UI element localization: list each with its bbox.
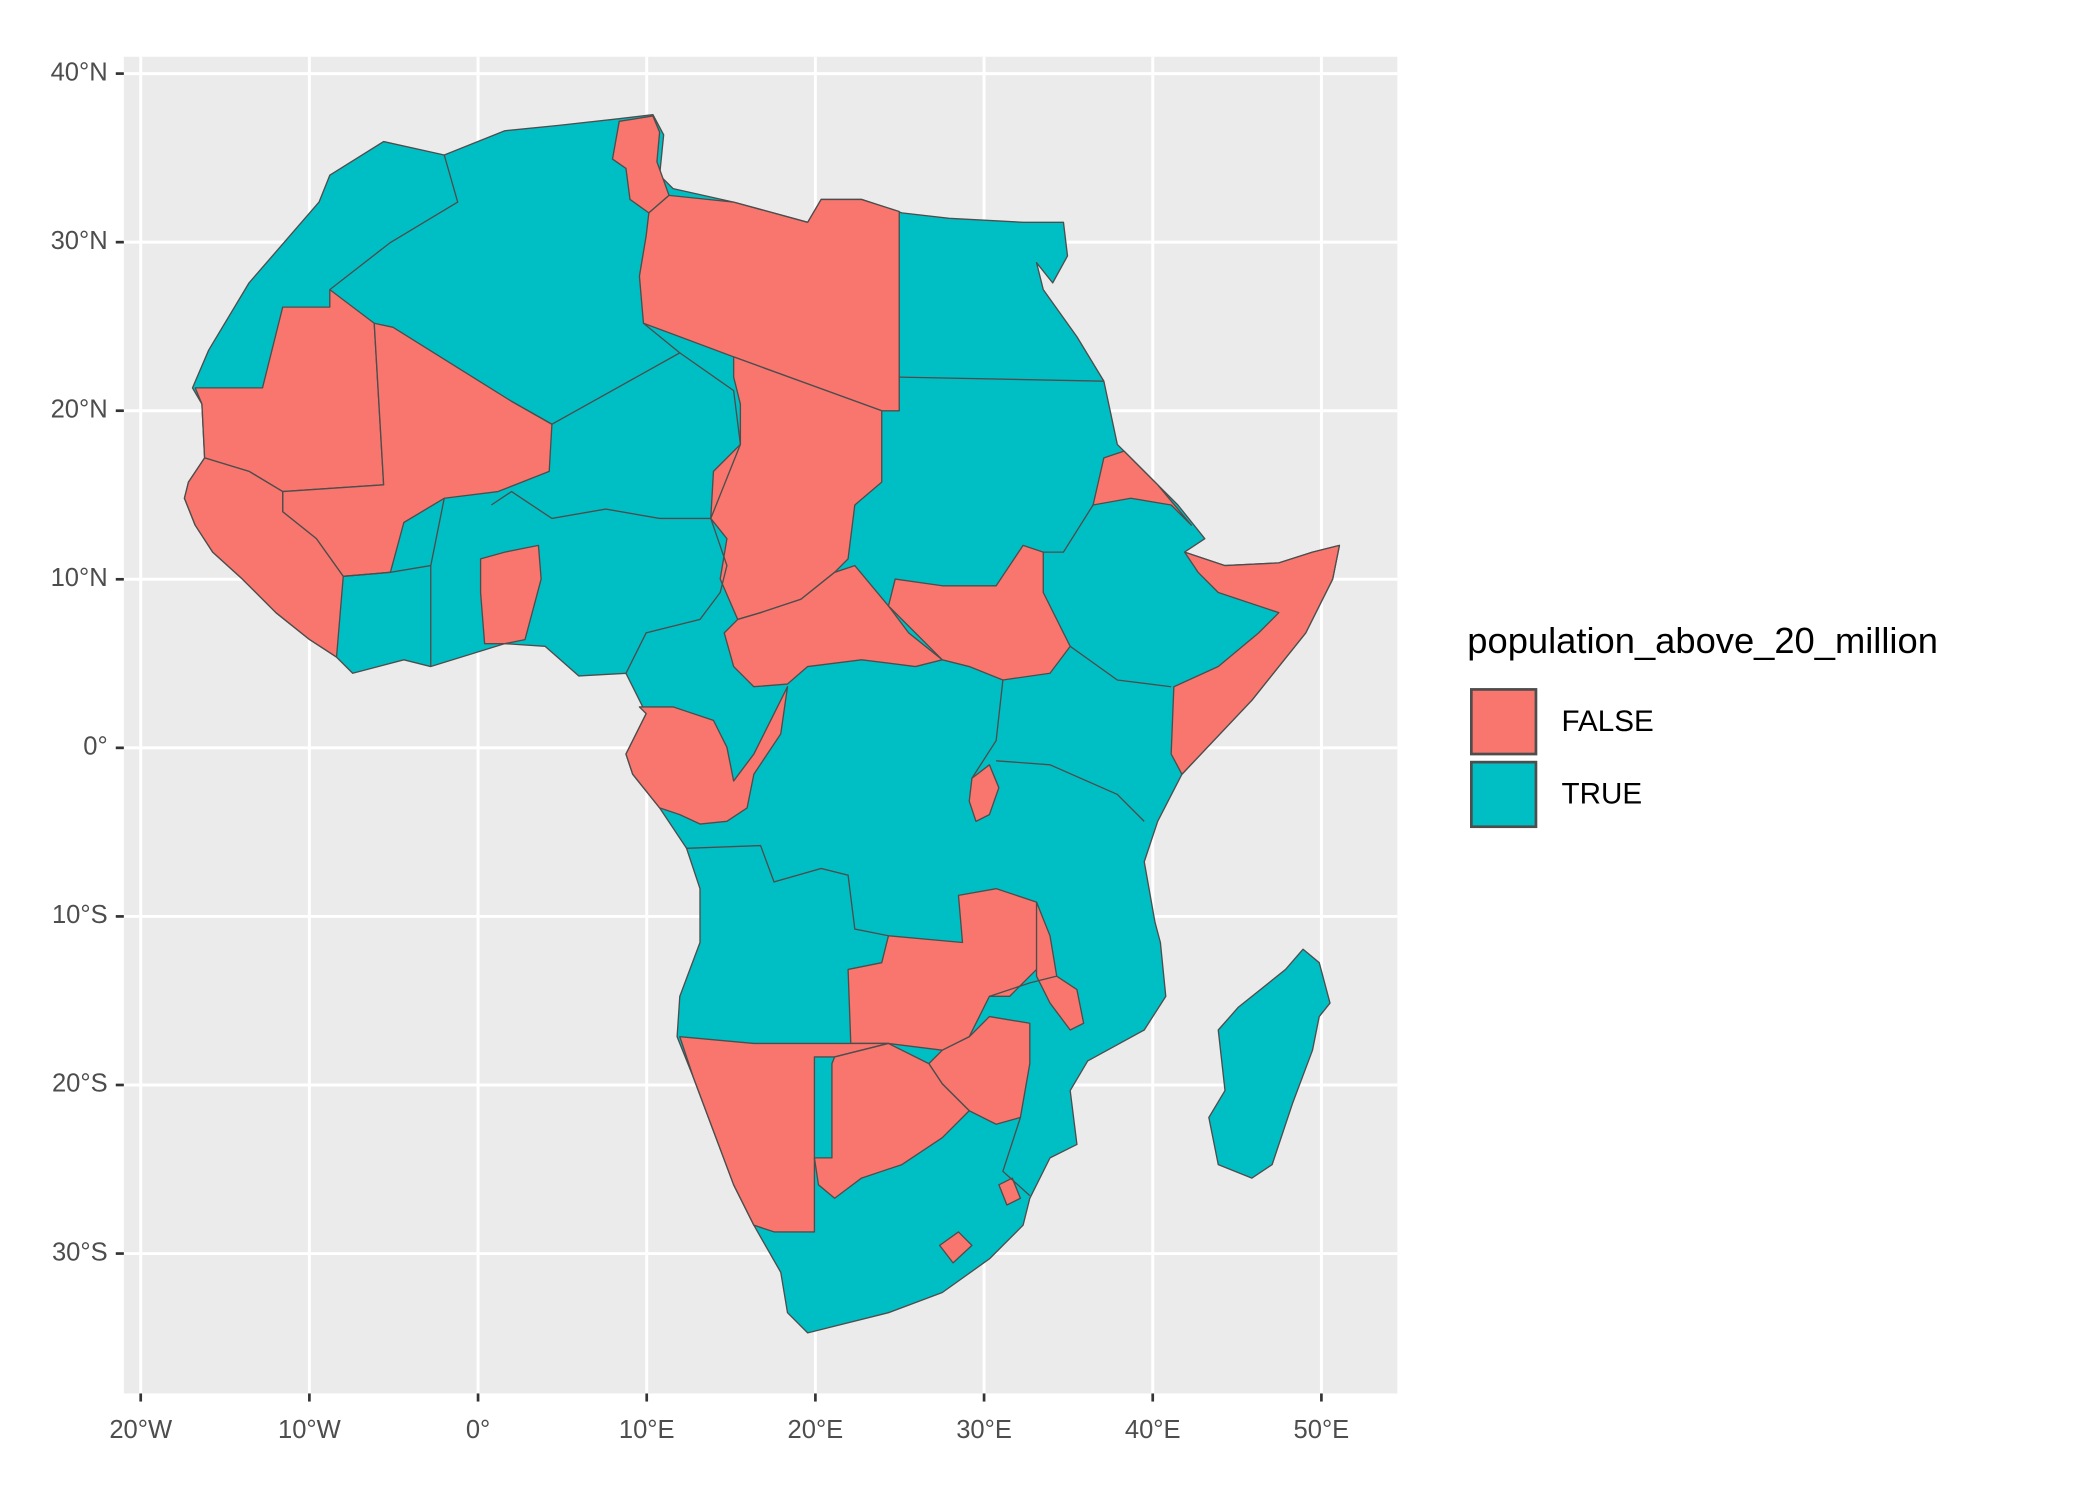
malawi: [1035, 901, 1085, 1031]
west-coast: [183, 457, 344, 658]
border: [511, 322, 682, 426]
lesotho: [938, 1231, 973, 1264]
eritrea: [1092, 450, 1193, 526]
border: [329, 154, 459, 291]
x-tick-label: 20°W: [109, 1416, 173, 1444]
y-tick-label: 30°N: [51, 227, 108, 255]
south-sudan: [887, 544, 1071, 681]
y-tick-label: 30°S: [52, 1238, 108, 1266]
legend-label: TRUE: [1562, 778, 1643, 811]
border: [1043, 504, 1094, 553]
y-tick-label: 10°N: [51, 564, 108, 592]
x-tick-label: 30°E: [956, 1416, 1012, 1444]
x-tick-label: 50°E: [1294, 1416, 1350, 1444]
border: [1069, 645, 1172, 688]
x-tick-label: 10°E: [619, 1416, 675, 1444]
border: [686, 844, 889, 937]
somalia: [1170, 544, 1341, 775]
eswatini: [998, 1177, 1022, 1206]
y-tick-label: 10°S: [52, 901, 108, 929]
libya: [638, 194, 900, 412]
x-tick-label: 10°W: [278, 1416, 342, 1444]
namibia: [679, 1036, 890, 1233]
border: [490, 352, 742, 520]
y-tick-label: 20°S: [52, 1070, 108, 1098]
legend-key: [1470, 760, 1538, 829]
x-tick-label: 20°E: [788, 1416, 844, 1444]
togo-benin: [479, 544, 542, 645]
x-tick-label: 0°: [466, 1416, 490, 1444]
central-african-republic: [723, 564, 943, 688]
border: [971, 679, 1004, 779]
y-tick-label: 40°N: [51, 58, 108, 86]
legend-title: population_above_20_million: [1467, 620, 1938, 661]
axes: 20°W 10°W 0° 10°E 20°E 30°E 40°E 50°E 30°S 20°S 10…: [51, 58, 1350, 1444]
border: [899, 376, 1104, 382]
x-tick-label: 40°E: [1125, 1416, 1181, 1444]
countries: [183, 113, 1341, 1334]
gabon-congo: [625, 686, 789, 825]
border: [343, 564, 431, 578]
border: [996, 760, 1145, 822]
rwanda-burundi: [968, 764, 1000, 823]
madagascar: [1208, 948, 1331, 1179]
y-tick-label: 20°N: [51, 395, 108, 423]
legend-key: [1470, 688, 1538, 756]
borders: [329, 154, 1172, 1197]
border: [1002, 1117, 1031, 1197]
border: [989, 975, 1057, 997]
legend: FALSE TRUE: [1470, 688, 1654, 829]
botswana: [813, 1042, 970, 1199]
y-tick-label: 0°: [83, 733, 107, 761]
legend-label: FALSE: [1562, 705, 1654, 738]
border: [625, 518, 728, 674]
